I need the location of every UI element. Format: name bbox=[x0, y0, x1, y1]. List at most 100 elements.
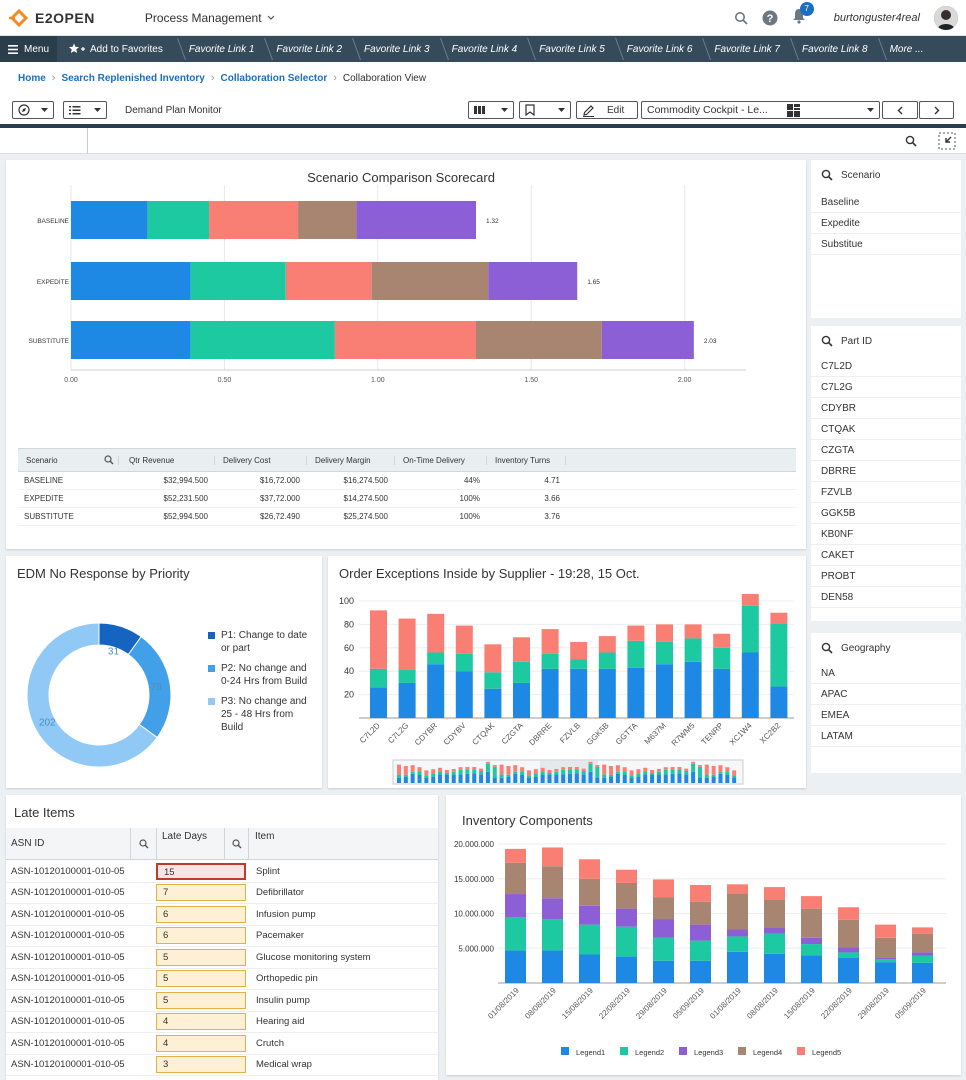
column-header-delivery-cost[interactable]: Delivery Cost bbox=[214, 455, 306, 465]
help-icon[interactable]: ? bbox=[762, 10, 778, 26]
x-tick-label: CDYBR bbox=[413, 721, 439, 747]
logo[interactable]: E2OPEN bbox=[8, 8, 95, 27]
navigator-bar-segment bbox=[629, 770, 634, 776]
x-tick-label: 15/08/2019 bbox=[782, 986, 817, 1021]
table-row: SUBSTITUTE $52,994.500 $26,72.490 $25,274.5… bbox=[18, 508, 796, 526]
legend-swatch bbox=[208, 632, 215, 639]
column-header-item[interactable]: Item bbox=[248, 827, 438, 860]
favorite-link-5[interactable]: Favorite Link 5 bbox=[525, 36, 613, 62]
navigator-bar-segment bbox=[718, 765, 723, 772]
late-days-cell: 5 bbox=[156, 970, 246, 988]
favorite-link-4[interactable]: Favorite Link 4 bbox=[438, 36, 526, 62]
username[interactable]: burtonguster4real bbox=[833, 12, 920, 24]
navigator-bar-segment bbox=[444, 770, 449, 773]
column-header-inventory-turns[interactable]: Inventory Turns bbox=[486, 455, 566, 465]
bar-segment bbox=[838, 947, 859, 953]
column-header-asn-id[interactable]: ASN ID bbox=[11, 838, 45, 849]
filter-item-apac[interactable]: APAC bbox=[811, 684, 961, 705]
table-row[interactable]: ASN-10120100001-010-05 4 Crutch bbox=[6, 1033, 438, 1055]
breadcrumb-collaboration-selector[interactable]: Collaboration Selector bbox=[220, 72, 328, 84]
add-to-favorites-button[interactable]: Add to Favorites bbox=[57, 36, 175, 62]
favorite-link-3[interactable]: Favorite Link 3 bbox=[350, 36, 438, 62]
menu-button[interactable]: Menu bbox=[0, 36, 58, 62]
part-id-filter-header[interactable]: Part ID bbox=[811, 326, 961, 356]
bar-segment bbox=[505, 916, 526, 951]
filter-item-ctqak[interactable]: CTQAK bbox=[811, 419, 961, 440]
filter-item-substitue[interactable]: Substitue bbox=[811, 234, 961, 255]
filter-item-czgta[interactable]: CZGTA bbox=[811, 440, 961, 461]
geography-filter-header[interactable]: Geography bbox=[811, 633, 961, 663]
collapse-icon[interactable] bbox=[938, 132, 956, 150]
asn-id-cell: ASN-10120100001-010-05 bbox=[11, 1059, 125, 1071]
favorite-link-2[interactable]: Favorite Link 2 bbox=[262, 36, 350, 62]
favorite-link-8[interactable]: Favorite Link 8 bbox=[788, 36, 876, 62]
navigator-bar-segment bbox=[622, 772, 627, 775]
filter-item-na[interactable]: NA bbox=[811, 663, 961, 684]
view-select[interactable]: Commodity Cockpit - Le... bbox=[641, 101, 880, 119]
table-row[interactable]: ASN-10120100001-010-05 6 Pacemaker bbox=[6, 926, 438, 947]
breadcrumb-search-replenished-inventory[interactable]: Search Replenished Inventory bbox=[61, 72, 205, 84]
asn-search-button[interactable] bbox=[130, 827, 156, 860]
column-header-delivery-margin[interactable]: Delivery Margin bbox=[306, 455, 394, 465]
search-icon[interactable] bbox=[905, 135, 917, 147]
breadcrumb-home[interactable]: Home bbox=[18, 72, 46, 84]
filter-item-c7l2d[interactable]: C7L2D bbox=[811, 356, 961, 377]
search-icon[interactable] bbox=[734, 11, 748, 25]
filter-item-probt[interactable]: PROBT bbox=[811, 566, 961, 587]
bar-segment bbox=[912, 933, 933, 953]
table-row[interactable]: ASN-10120100001-010-05 5 Insulin pump bbox=[6, 990, 438, 1012]
filter-item-caket[interactable]: CAKET bbox=[811, 545, 961, 566]
filter-item-cdybr[interactable]: CDYBR bbox=[811, 398, 961, 419]
notifications-button[interactable]: 7 bbox=[792, 1, 814, 29]
favorite-link-1[interactable]: Favorite Link 1 bbox=[175, 36, 263, 62]
scenario-filter-panel: Scenario Baseline Expedite Substitue bbox=[811, 160, 961, 318]
filter-item-latam[interactable]: LATAM bbox=[811, 726, 961, 747]
list-view-dropdown[interactable] bbox=[63, 101, 107, 119]
late-days-cell: 4 bbox=[156, 1034, 246, 1052]
next-button[interactable] bbox=[919, 101, 954, 119]
compass-dropdown[interactable] bbox=[12, 101, 54, 119]
bar-segment bbox=[875, 959, 896, 963]
filter-item-emea[interactable]: EMEA bbox=[811, 705, 961, 726]
bar-segment bbox=[764, 899, 785, 928]
table-row[interactable]: ASN-10120100001-010-05 3 Medical wrap bbox=[6, 1055, 438, 1076]
scenario-filter-header[interactable]: Scenario bbox=[811, 160, 961, 190]
table-row[interactable]: ASN-10120100001-010-05 5 Orthopedic pin bbox=[6, 969, 438, 990]
column-header-qtr-revenue[interactable]: Qtr Revenue bbox=[118, 455, 214, 465]
favorite-link-6[interactable]: Favorite Link 6 bbox=[613, 36, 701, 62]
legend-label: Legend2 bbox=[635, 1048, 664, 1057]
table-row[interactable]: ASN-10120100001-010-05 4 Hearing aid bbox=[6, 1012, 438, 1033]
bookmark-dropdown[interactable] bbox=[519, 101, 571, 119]
filter-item-kb0nf[interactable]: KB0NF bbox=[811, 524, 961, 545]
process-management-menu[interactable]: Process Management bbox=[145, 11, 275, 25]
table-row[interactable]: ASN-10120100001-010-05 7 Defibrillator bbox=[6, 883, 438, 904]
navigator-bar-segment bbox=[691, 771, 696, 783]
bar-segment bbox=[653, 919, 674, 938]
previous-button[interactable] bbox=[882, 101, 918, 119]
search-icon[interactable] bbox=[104, 455, 114, 465]
filter-item-ggk5b[interactable]: GGK5B bbox=[811, 503, 961, 524]
column-header-late-days[interactable]: Late Days bbox=[156, 827, 224, 860]
filter-item-expedite[interactable]: Expedite bbox=[811, 213, 961, 234]
bar-segment bbox=[370, 687, 387, 718]
bar-segment bbox=[653, 897, 674, 920]
edit-button[interactable]: Edit bbox=[576, 101, 638, 119]
filter-item-c7l2g[interactable]: C7L2G bbox=[811, 377, 961, 398]
table-row[interactable]: ASN-10120100001-010-05 6 Infusion pump bbox=[6, 904, 438, 926]
filter-item-dbrre[interactable]: DBRRE bbox=[811, 461, 961, 482]
avatar[interactable] bbox=[934, 6, 958, 30]
navigator-bar-segment bbox=[732, 770, 737, 776]
more-favorites-link[interactable]: More ... bbox=[876, 36, 932, 62]
filter-item-fzvlb[interactable]: FZVLB bbox=[811, 482, 961, 503]
table-row[interactable]: ASN-10120100001-010-05 15 Splint bbox=[6, 861, 438, 883]
column-header-on-time-delivery[interactable]: On-Time Delivery bbox=[394, 455, 486, 465]
table-row[interactable]: ASN-10120100001-010-05 5 Glucose monitorin… bbox=[6, 947, 438, 969]
layout-dropdown[interactable] bbox=[468, 101, 514, 119]
column-header-scenario[interactable]: Scenario bbox=[18, 455, 118, 465]
late-days-search-button[interactable] bbox=[224, 827, 248, 860]
x-tick-label: 08/08/2019 bbox=[745, 986, 780, 1021]
filter-item-baseline[interactable]: Baseline bbox=[811, 192, 961, 213]
favorite-link-7[interactable]: Favorite Link 7 bbox=[700, 36, 788, 62]
filter-item-den58[interactable]: DEN58 bbox=[811, 587, 961, 608]
navigator-bar-segment bbox=[492, 777, 497, 783]
